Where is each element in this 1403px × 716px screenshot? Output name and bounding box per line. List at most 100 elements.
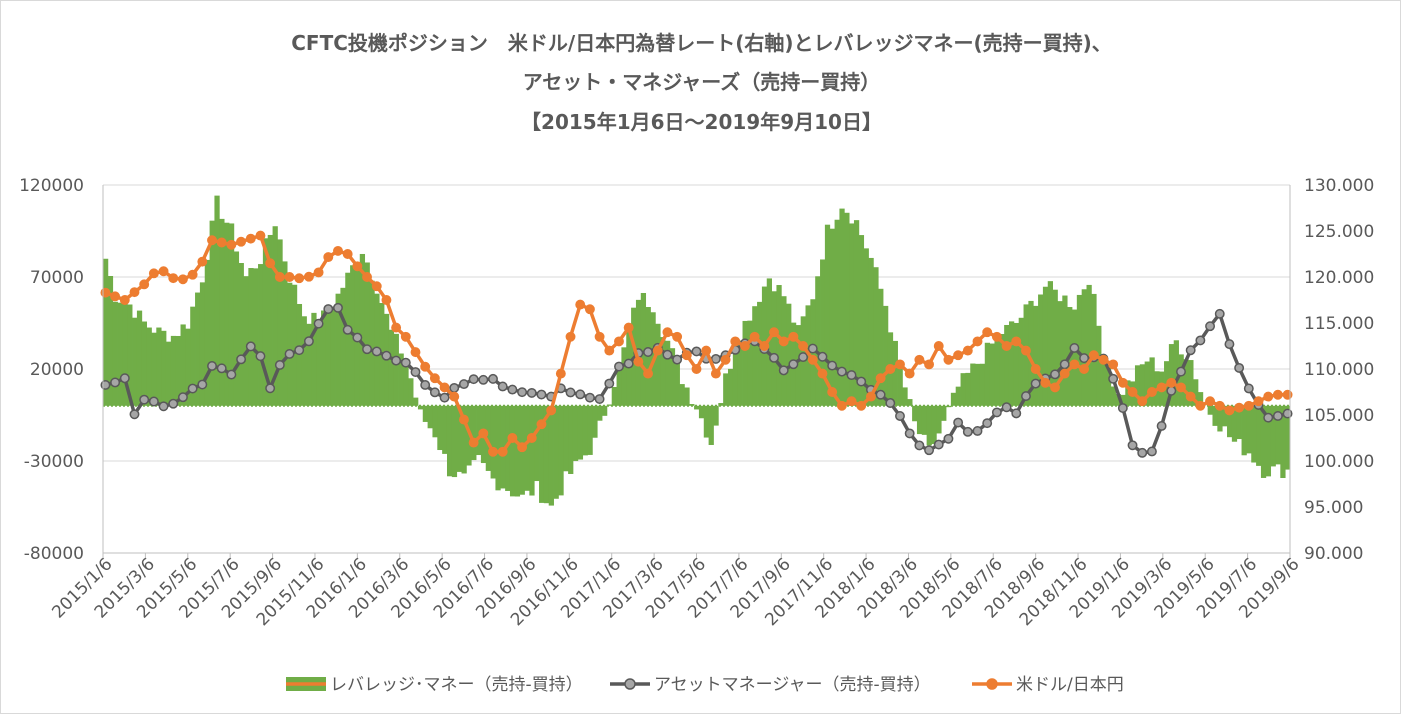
usdjpy-marker [1272,389,1283,400]
usdjpy-marker [778,336,789,347]
leveraged-money-bar [282,261,288,406]
usdjpy-marker [226,239,237,250]
asset-manager-marker [565,387,576,398]
leveraged-money-bar [1193,379,1199,406]
leveraged-money-bar [568,405,574,474]
y-right-tick-label: 95.000 [1304,498,1363,518]
y-right-tick-label: 130.000 [1304,176,1374,196]
leveraged-money-bar [238,263,244,406]
usdjpy-marker [245,233,256,244]
leveraged-money-bar [747,320,753,406]
leveraged-money-bar [1236,405,1242,440]
leveraged-money-bar [897,366,903,406]
leveraged-money-bar [771,291,777,406]
usdjpy-marker [575,299,586,310]
leveraged-money-bar [577,405,584,460]
usdjpy-marker [1195,400,1206,411]
leveraged-money-bar [446,405,453,477]
leveraged-money-bar [931,405,937,444]
leveraged-money-bar [975,363,981,406]
asset-manager-marker [274,359,285,370]
leveraged-money-bar [170,335,177,406]
leveraged-money-bar [301,316,307,406]
asset-manager-marker [488,373,498,384]
asset-manager-marker [1117,403,1128,413]
leveraged-money-bar [548,405,554,506]
asset-manager-marker [294,345,305,356]
asset-manager-marker [526,387,537,398]
usdjpy-marker [1088,350,1099,361]
asset-manager-marker [1234,362,1245,373]
asset-manager-marker [197,379,208,390]
leveraged-money-bar [1096,325,1102,406]
leveraged-money-bar [1183,359,1189,406]
asset-manager-marker [991,407,1002,418]
asset-manager-marker [1214,308,1225,319]
asset-manager-marker [1001,402,1012,413]
leveraged-money-bar [965,372,971,406]
asset-manager-marker [177,392,188,403]
asset-manager-marker [458,379,469,390]
leveraged-money-bar [417,405,424,410]
leveraged-money-bar [795,325,802,406]
leveraged-money-bar [509,405,516,497]
y-right-tick-label: 115.000 [1304,314,1374,334]
leveraged-money-bar [306,323,312,406]
usdjpy-marker [439,382,450,393]
asset-manager-marker [1050,369,1060,380]
asset-manager-marker [265,383,276,394]
usdjpy-marker [604,345,615,356]
asset-manager-marker [1282,408,1293,419]
leveraged-money-bar [165,341,172,406]
leveraged-money-bar [1086,284,1092,406]
leveraged-money-bar [214,195,220,406]
usdjpy-marker [672,331,683,342]
leveraged-money-bar [253,268,259,406]
leveraged-money-bar [679,384,685,406]
asset-manager-marker [953,417,964,428]
leveraged-money-bar [1285,405,1291,470]
usdjpy-marker [168,273,179,284]
usdjpy-marker [458,414,469,425]
usdjpy-marker [478,428,489,439]
asset-manager-marker [352,332,363,343]
leveraged-money-bar [912,405,918,422]
leveraged-money-bar [1115,393,1121,406]
usdjpy-marker [497,446,508,457]
leveraged-money-bar [1091,293,1097,406]
usdjpy-marker [177,274,188,285]
leveraged-money-bar [1018,317,1024,406]
asset-manager-marker [226,369,237,380]
leveraged-money-bar [195,292,201,406]
leveraged-money-bar [1028,300,1034,406]
leveraged-money-bar [1101,358,1107,406]
usdjpy-marker [1282,389,1293,400]
usdjpy-marker [662,327,673,338]
asset-manager-marker [1185,345,1196,356]
usdjpy-marker [807,354,818,365]
leveraged-money-bar [1139,364,1146,406]
asset-manager-marker [420,380,431,390]
leveraged-money-bar [834,219,840,406]
usdjpy-marker [933,341,944,351]
usdjpy-marker [1001,341,1012,351]
leveraged-money-bar [388,329,395,406]
usdjpy-marker [846,396,857,407]
asset-manager-marker [962,426,973,437]
legend-usdjpy-swatch-marker [986,678,998,690]
leveraged-money-bar [1197,392,1204,406]
usdjpy-marker [643,368,654,379]
leveraged-money-bar [1256,405,1262,466]
leveraged-money-bar [262,238,269,406]
leveraged-money-bar [122,302,128,406]
asset-manager-marker [187,383,198,394]
leveraged-money-bar [451,405,458,478]
usdjpy-marker [1030,364,1041,374]
asset-manager-marker [584,392,595,403]
leveraged-money-bar [665,340,671,406]
usdjpy-marker [991,331,1002,342]
asset-manager-marker [798,352,809,363]
leveraged-money-bar [422,405,429,422]
usdjpy-marker [594,331,605,342]
leveraged-money-bar [529,405,535,496]
